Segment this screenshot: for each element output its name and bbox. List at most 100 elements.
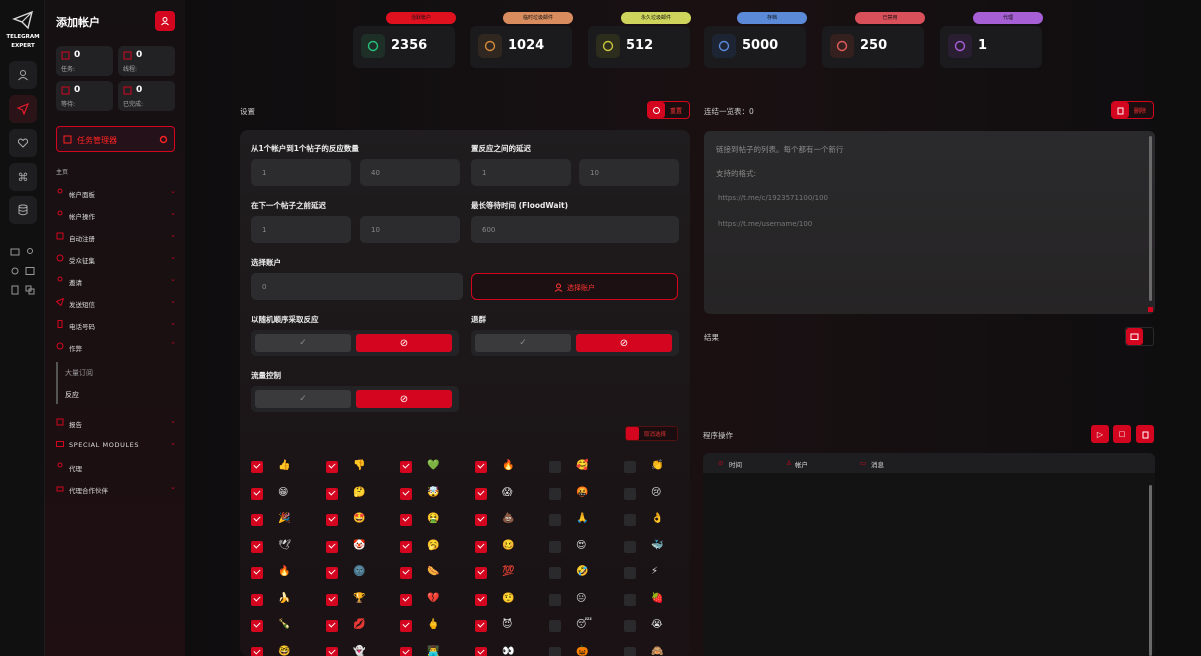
random-order-toggle[interactable]: ✓ ⊘	[251, 330, 459, 356]
rail-command-button[interactable]: ⌘	[9, 163, 37, 191]
emoji-checkbox[interactable]	[326, 461, 338, 473]
rail-send-button[interactable]	[9, 95, 37, 123]
emoji-option[interactable]: 👏	[624, 460, 694, 475]
emoji-checkbox[interactable]	[326, 646, 338, 656]
reset-button[interactable]: 重置	[647, 101, 690, 119]
emoji-option[interactable]: 😍	[549, 540, 619, 555]
emoji-checkbox[interactable]	[624, 593, 636, 606]
emoji-checkbox[interactable]	[549, 620, 561, 632]
copy-icon[interactable]	[25, 285, 35, 295]
emoji-option[interactable]: 😢	[624, 487, 694, 502]
emoji-checkbox[interactable]	[251, 514, 263, 526]
document-icon[interactable]	[10, 285, 20, 295]
menu-item-proxy-partner[interactable]: 代理合作伙伴 ⌄	[56, 482, 178, 496]
emoji-option[interactable]: 👌	[624, 513, 694, 528]
emoji-option[interactable]: 💋	[326, 619, 396, 634]
emoji-checkbox[interactable]	[549, 461, 561, 473]
emoji-option[interactable]: 👎	[326, 460, 396, 475]
delete-button[interactable]: 删除	[1111, 101, 1154, 119]
emoji-checkbox[interactable]	[475, 461, 487, 473]
play-button[interactable]: ▷	[1091, 425, 1109, 443]
emoji-option[interactable]: 😈	[475, 619, 545, 634]
grid-icon[interactable]	[10, 247, 20, 257]
emoji-checkbox[interactable]	[475, 620, 487, 632]
emoji-option[interactable]: 🍌	[251, 593, 321, 608]
emoji-option[interactable]: 🤔	[326, 487, 396, 502]
emoji-checkbox[interactable]	[624, 620, 636, 632]
emoji-option[interactable]: 🐳	[624, 540, 694, 555]
emoji-checkbox[interactable]	[400, 461, 412, 473]
reaction-delay-min-input[interactable]: 1	[471, 159, 571, 186]
calendar-icon[interactable]	[25, 266, 35, 276]
emoji-checkbox[interactable]	[251, 567, 263, 579]
export-results-button[interactable]	[1125, 327, 1154, 346]
menu-item-account-actions[interactable]: 帐户操作 ⌄	[56, 208, 178, 222]
rail-user-button[interactable]	[9, 61, 37, 89]
submenu-mass-subscribe[interactable]: 大量订阅	[65, 369, 93, 377]
emoji-checkbox[interactable]	[475, 514, 487, 526]
emoji-option[interactable]: 🍾	[251, 619, 321, 634]
emoji-checkbox[interactable]	[251, 487, 263, 500]
menu-item-auto-register[interactable]: 自动注册 ⌄	[56, 230, 178, 244]
emoji-option[interactable]: 🍓	[624, 593, 694, 608]
settings-icon[interactable]	[10, 266, 20, 276]
emoji-checkbox[interactable]	[326, 540, 338, 553]
menu-item-accounts[interactable]: 帐户面板 ⌄	[56, 186, 178, 200]
emoji-checkbox[interactable]	[400, 487, 412, 500]
select-account-input[interactable]: 0	[251, 273, 463, 300]
emoji-option[interactable]: 💩	[475, 513, 545, 528]
toggle-off-option[interactable]: ⊘	[356, 334, 452, 352]
emoji-option[interactable]: 😱	[475, 487, 545, 502]
toggle-off-option[interactable]: ⊘	[356, 390, 452, 408]
post-delay-max-input[interactable]: 10	[360, 216, 460, 243]
emoji-option[interactable]: 👍	[251, 460, 321, 475]
emoji-option[interactable]: 🤬	[549, 487, 619, 502]
menu-item-send-sms[interactable]: 发送短信 ⌄	[56, 296, 178, 310]
emoji-option[interactable]: 🙈	[624, 646, 694, 656]
emoji-checkbox[interactable]	[549, 487, 561, 500]
emoji-option[interactable]: 👻	[326, 646, 396, 656]
emoji-option[interactable]: 🖕	[400, 619, 470, 634]
emoji-option[interactable]: 👨‍💻	[400, 646, 470, 656]
emoji-checkbox[interactable]	[400, 593, 412, 606]
emoji-option[interactable]: 💔	[400, 593, 470, 608]
user-small-icon[interactable]	[25, 247, 35, 257]
emoji-option[interactable]: 🌚	[326, 566, 396, 581]
menu-item-invite[interactable]: 邀请 ⌄	[56, 274, 178, 288]
emoji-option[interactable]: 🤯	[400, 487, 470, 502]
emoji-checkbox[interactable]	[251, 540, 263, 553]
emoji-checkbox[interactable]	[251, 646, 263, 656]
emoji-checkbox[interactable]	[400, 620, 412, 632]
rail-database-button[interactable]	[9, 196, 37, 224]
emoji-checkbox[interactable]	[624, 487, 636, 500]
emoji-option[interactable]: 🤨	[475, 593, 545, 608]
resize-handle[interactable]	[1148, 307, 1153, 312]
emoji-option[interactable]: 🤡	[326, 540, 396, 555]
emoji-checkbox[interactable]	[400, 567, 412, 579]
menu-item-proxy[interactable]: 代理	[56, 460, 178, 474]
emoji-option[interactable]: 💯	[475, 566, 545, 581]
add-account-button[interactable]	[155, 11, 175, 31]
emoji-checkbox[interactable]	[475, 567, 487, 579]
emoji-checkbox[interactable]	[400, 514, 412, 526]
task-manager-button[interactable]: 任务管理器	[56, 126, 175, 152]
traffic-control-toggle[interactable]: ✓ ⊘	[251, 386, 459, 412]
emoji-checkbox[interactable]	[475, 540, 487, 553]
emoji-option[interactable]: 😐	[549, 593, 619, 608]
emoji-checkbox[interactable]	[326, 620, 338, 632]
emoji-checkbox[interactable]	[251, 620, 263, 632]
emoji-option[interactable]: 😁	[251, 487, 321, 502]
emoji-checkbox[interactable]	[475, 646, 487, 656]
emoji-option[interactable]: ⚡	[624, 566, 694, 581]
menu-item-cheat[interactable]: 作弊 ⌃	[56, 340, 178, 354]
emoji-option[interactable]: 🥰	[549, 460, 619, 475]
reaction-delay-max-input[interactable]: 10	[579, 159, 679, 186]
select-account-button[interactable]: 选择账户	[471, 273, 678, 300]
emoji-option[interactable]: 😭	[624, 619, 694, 634]
emoji-option[interactable]: 🔥	[251, 566, 321, 581]
emoji-option[interactable]: 🕊	[251, 540, 321, 555]
deselect-all-button[interactable]: 取消选择	[625, 426, 678, 441]
emoji-checkbox[interactable]	[549, 593, 561, 606]
post-delay-min-input[interactable]: 1	[251, 216, 351, 243]
emoji-option[interactable]: 🤓	[251, 646, 321, 656]
